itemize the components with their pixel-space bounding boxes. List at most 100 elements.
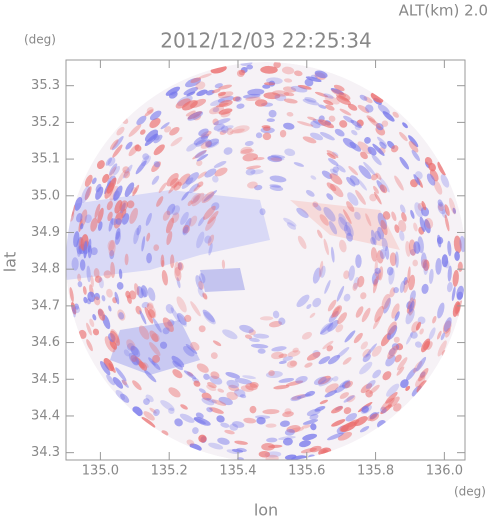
speckle — [138, 361, 148, 371]
speckle — [263, 92, 281, 100]
speckle — [366, 115, 376, 123]
speckle — [394, 224, 400, 233]
speckle — [374, 230, 382, 242]
speckle — [393, 336, 400, 343]
speckle — [144, 133, 159, 146]
speckle — [185, 77, 201, 88]
speckle — [327, 432, 344, 441]
speckle — [284, 78, 293, 83]
speckle — [344, 380, 353, 389]
speckle — [397, 357, 408, 371]
speckle — [426, 173, 436, 186]
speckle — [373, 185, 379, 194]
speckle — [447, 265, 452, 282]
speckle — [244, 334, 253, 339]
speckle — [174, 267, 182, 282]
speckle — [248, 337, 260, 343]
speckle — [146, 107, 154, 114]
speckle — [135, 160, 147, 175]
speckle — [437, 203, 444, 212]
speckle — [379, 177, 390, 193]
speckle — [265, 423, 277, 428]
speckle — [409, 331, 418, 339]
speckle — [198, 434, 207, 443]
speckle — [360, 341, 369, 350]
speckle — [387, 321, 397, 336]
x-tick-label: 135.6 — [288, 464, 325, 479]
speckle — [214, 83, 223, 89]
speckle — [238, 69, 246, 76]
speckle — [80, 223, 84, 230]
speckle — [79, 259, 86, 271]
speckle — [84, 174, 93, 187]
speckle — [339, 392, 349, 399]
speckle — [310, 132, 324, 141]
speckle — [359, 361, 373, 375]
speckle — [389, 287, 396, 298]
speckle — [213, 160, 227, 168]
speckle — [331, 246, 335, 263]
speckle — [245, 96, 261, 101]
speckle — [144, 370, 157, 383]
speckle — [336, 285, 345, 302]
speckle — [331, 406, 344, 414]
speckle — [302, 433, 318, 441]
speckle — [202, 309, 215, 323]
speckle — [395, 251, 399, 268]
speckle — [286, 222, 297, 230]
speckle — [365, 389, 373, 398]
speckle — [296, 294, 310, 308]
speckle — [182, 226, 189, 236]
speckle — [312, 267, 321, 284]
speckle — [339, 379, 350, 388]
speckle — [360, 383, 373, 394]
speckle — [198, 128, 209, 137]
speckle — [338, 213, 347, 226]
speckle — [90, 275, 94, 288]
radar-disc — [66, 62, 465, 460]
speckle — [196, 363, 209, 373]
speckle — [113, 185, 123, 202]
speckle — [180, 211, 189, 225]
speckle — [363, 96, 373, 104]
speckle — [234, 377, 252, 385]
speckle — [160, 122, 170, 130]
speckle — [128, 124, 142, 137]
speckle — [86, 265, 91, 283]
speckle — [351, 129, 358, 136]
speckle — [405, 385, 411, 391]
speckle — [259, 316, 274, 321]
speckle — [283, 217, 297, 227]
speckle — [213, 123, 225, 131]
speckle — [162, 317, 174, 332]
speckle — [108, 363, 116, 373]
speckle — [452, 269, 459, 287]
speckle — [295, 375, 308, 384]
speckle — [297, 235, 307, 249]
speckle — [300, 447, 317, 454]
speckle — [361, 406, 369, 413]
speckle — [273, 384, 290, 390]
y-tick-label: 34.3 — [31, 445, 60, 460]
speckle — [94, 203, 101, 219]
speckle — [217, 91, 226, 97]
speckle — [186, 142, 198, 152]
speckle — [306, 304, 312, 310]
speckle — [134, 283, 140, 296]
speckle — [320, 265, 326, 278]
speckle — [414, 202, 424, 218]
speckle — [412, 259, 418, 267]
speckle — [392, 111, 399, 118]
speckle — [116, 126, 125, 136]
speckle — [346, 232, 353, 242]
speckle — [311, 74, 318, 79]
x-tick-label: 135.4 — [219, 464, 256, 479]
speckle — [421, 258, 428, 269]
radar-field — [66, 62, 465, 460]
speckle — [269, 185, 284, 191]
speckle — [369, 193, 377, 202]
speckle — [379, 184, 388, 194]
speckle — [95, 183, 102, 193]
speckle — [279, 129, 287, 138]
